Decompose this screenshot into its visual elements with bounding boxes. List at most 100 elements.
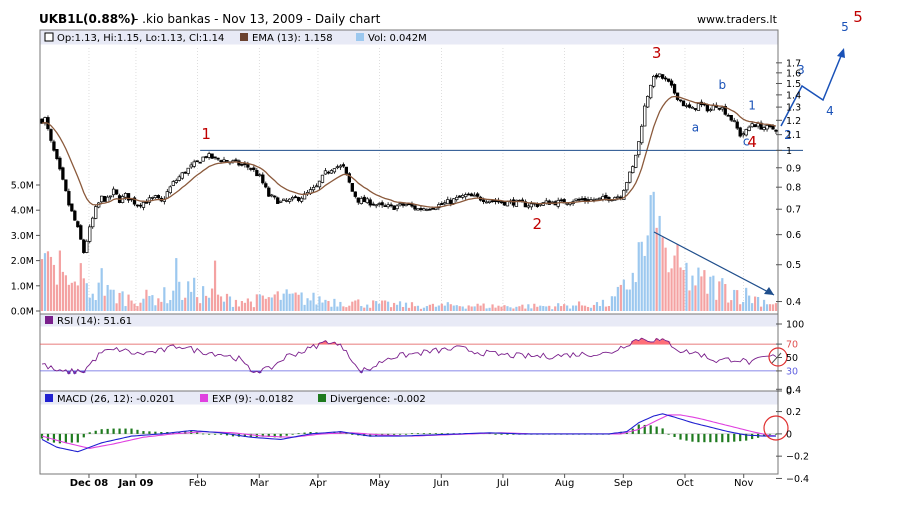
price-legend-swatch [44,32,54,42]
volume-bar [52,264,56,311]
divergence-bar [446,433,449,435]
x-tick-label: Jan 09 [117,478,153,489]
volume-bar [237,306,241,311]
volume-bar [145,289,148,311]
divergence-bar [148,431,151,434]
candle-body [368,199,372,206]
volume-bar [548,305,551,311]
volume-bar [79,263,82,311]
candle-body [311,187,316,191]
volume-bar [228,296,232,311]
volume-bar [333,298,336,311]
volume-bar [115,303,118,311]
candle-body [293,196,298,199]
divergence-bar [231,433,235,437]
candle-body [216,157,220,160]
x-tick-label: May [369,478,390,489]
candle-body [240,164,244,166]
volume-bar [748,295,751,311]
wave-label-red: 4 [747,133,757,151]
volume-bar [103,295,106,311]
wave-label-blue: a [692,121,699,135]
candle-body [634,154,638,168]
candle-body [643,105,647,127]
divergence-bar [82,433,85,438]
divergence-bar [768,433,772,435]
candle-body [91,217,95,228]
volume-bar [715,299,718,311]
volume-bar [136,306,139,311]
volume-bar [291,293,294,311]
candle-body [359,198,363,204]
vol-legend-swatch [356,33,364,41]
candle-body [434,207,438,210]
volume-bar [139,302,142,311]
candle-body [732,120,736,122]
divergence-bar [261,433,264,437]
volume-bar [569,308,572,311]
volume-bar [285,289,288,311]
volume-bar [506,306,509,311]
divergence-bar [398,433,402,435]
rsi-tick-label: 70 [786,340,798,351]
volume-bar [736,290,739,311]
candle-body [323,170,328,175]
candle-body [577,198,581,201]
candle-body [198,161,202,164]
candle-body [108,195,113,198]
candle-body [750,123,754,128]
volume-bar [169,300,172,311]
volume-bar [428,304,431,311]
candle-body [186,167,190,174]
volume-bar [109,289,112,311]
candle-body [720,106,724,110]
volume-bar [395,304,399,311]
candle-body [171,181,175,186]
candle-body [416,208,420,211]
rsi-legend-text: RSI (14): 51.61 [57,316,132,327]
volume-bar [294,292,297,311]
candle-body [729,115,733,121]
volume-bar [94,300,97,311]
candle-body [681,100,686,107]
volume-bar [392,302,396,311]
candle-body [290,197,295,200]
volume-bar [509,307,512,311]
volume-bar [751,303,754,311]
wave-label-red: 3 [652,44,662,62]
candle-body [79,225,83,240]
wave-label-red: 1 [201,125,211,143]
volume-bar [49,256,53,311]
candle-body [762,127,766,130]
candle-body [502,201,507,206]
candle-body [177,176,181,181]
volume-bar [387,301,390,311]
projection-label: 2 [784,128,792,142]
macd-tick-label: 0.4 [786,385,801,396]
volume-bar [527,304,530,311]
divergence-bar [625,432,628,434]
volume-bar [187,281,190,311]
candle-body [195,160,199,163]
div-legend-text: Divergence: -0.002 [330,394,426,405]
candle-body [383,205,387,207]
volume-bar [318,296,321,311]
volume-bar [175,258,178,311]
volume-bar [40,259,44,311]
divergence-bar [58,433,62,444]
volume-bar [551,309,554,311]
volume-bar [410,302,414,311]
volume-bar [727,302,730,311]
volume-bar [178,281,181,311]
candle-body [461,195,465,198]
candle-body [535,203,539,207]
candle-body [514,199,519,207]
rsi-legend-bar [40,314,778,327]
divergence-bar [727,433,730,443]
volume-bar [416,305,420,311]
volume-bar [324,299,327,311]
volume-bar [446,302,449,311]
volume-bar [631,272,634,311]
divergence-bar [440,433,443,435]
candle-body [276,197,280,204]
